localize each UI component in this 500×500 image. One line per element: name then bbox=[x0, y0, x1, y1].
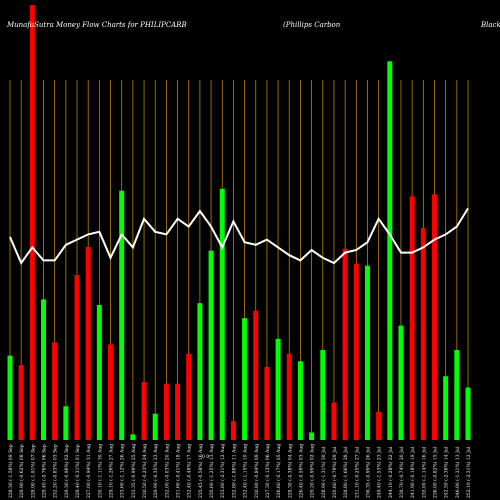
x-tick-label: 230.10 (-1.11%) 30 Aug bbox=[96, 444, 103, 498]
x-tick-label: 242.50 (-2.36%) 14 Jul bbox=[443, 446, 450, 498]
money-flow-bar bbox=[342, 248, 348, 440]
money-flow-bar bbox=[398, 325, 404, 440]
x-tick-label: 233.35 (-0.99%) 25 Aug bbox=[130, 444, 137, 498]
x-tick-label: 232.40 (-1.15%) 10 Aug bbox=[242, 444, 249, 498]
money-flow-bar bbox=[74, 275, 80, 440]
x-tick-label: 231.60 (-0.41%) 18 Aug bbox=[175, 444, 182, 498]
money-flow-bar bbox=[320, 350, 326, 440]
money-flow-bar bbox=[141, 381, 147, 440]
money-flow-bar bbox=[7, 355, 13, 440]
money-flow-bar bbox=[286, 353, 292, 440]
money-flow-bar bbox=[152, 413, 158, 440]
money-flow-bar bbox=[208, 250, 214, 440]
money-flow-bar bbox=[264, 366, 270, 440]
x-tick-label: 228.90 (-1.91%) 07 Sep bbox=[29, 444, 36, 498]
money-flow-bar bbox=[175, 383, 181, 440]
x-tick-label: 233.80 (-2.31%) 12 Aug bbox=[219, 444, 226, 498]
x-tick-label: 241.90 (-0.18%) 19 Jul bbox=[409, 446, 416, 498]
money-flow-bar bbox=[431, 194, 437, 440]
x-tick-label: 230.80 (-0.84%) 09 Aug bbox=[253, 444, 260, 498]
x-tick-label: 229.90 (-0.35%) 23 Aug bbox=[152, 444, 159, 498]
bars bbox=[7, 5, 471, 440]
money-flow-bar bbox=[297, 361, 303, 440]
money-flow-bar bbox=[130, 434, 136, 440]
money-flow-bar bbox=[41, 299, 47, 440]
money-flow-bar bbox=[353, 263, 359, 440]
money-flow-bar bbox=[18, 365, 24, 440]
x-tick-label: 228.80 (-1.66%) 28 Jul bbox=[342, 446, 349, 498]
money-flow-bar bbox=[443, 376, 449, 440]
x-tick-label: 232.80 (-1.88%) 11 Aug bbox=[230, 444, 237, 498]
x-tick-label: 226.60 (-0.17%) 05 Aug bbox=[275, 444, 282, 498]
x-tick-label: 236.00 (-0.82%) 15 Jul bbox=[432, 446, 439, 498]
x-tick-label: 232.40 (-0.48%) 17 Aug bbox=[186, 444, 193, 498]
mid-marker-label: 0 0 bbox=[202, 454, 209, 460]
money-flow-bar bbox=[420, 228, 426, 440]
money-flow-bar bbox=[242, 318, 248, 440]
money-flow-bar bbox=[197, 303, 203, 440]
money-flow-bar bbox=[275, 338, 281, 440]
money-flow-bar bbox=[52, 342, 58, 440]
money-flow-line bbox=[9, 207, 469, 266]
money-flow-bar bbox=[63, 406, 69, 440]
money-flow-bar bbox=[454, 350, 460, 440]
x-tick-label: 252.10 (-2.31%) 12 Jul bbox=[465, 446, 472, 498]
x-tick-label: 227.00 (-0.94%) 31 Aug bbox=[85, 444, 92, 498]
x-tick-label: 230.60 (-0.79%) 29 Jul bbox=[331, 446, 338, 498]
money-flow-bar bbox=[331, 402, 337, 440]
x-tick-label: 230.50 (-0.23%) 24 Aug bbox=[141, 444, 148, 498]
tick-labels: 228.30 (-1.58%) 09 Sep 229.90 (-0.62%) 08… bbox=[7, 444, 472, 498]
x-tick-label: 229.30 (-0.96%) 02 Sep bbox=[63, 444, 70, 498]
money-flow-bar bbox=[409, 196, 415, 440]
money-flow-bar bbox=[96, 305, 102, 440]
x-tick-label: 235.45 (-0.58%) 16 Aug bbox=[197, 444, 204, 498]
money-flow-bar bbox=[186, 353, 192, 440]
chart-title: MunafaSutra Money Flow Charts for PHILIP… bbox=[6, 21, 187, 29]
chart-title-company-cont: Black bbox=[480, 21, 500, 29]
x-tick-label: 229.10 (-1.26%) 27 Aug bbox=[108, 444, 115, 498]
x-tick-label: 228.30 (-1.58%) 09 Sep bbox=[7, 444, 14, 498]
x-tick-label: 228.90 (-1.31%) 30 Jul bbox=[320, 446, 327, 498]
money-flow-bar bbox=[219, 188, 225, 440]
x-tick-label: 229.40 (-0.31%) 01 Sep bbox=[74, 444, 81, 498]
x-tick-label: 232.20 (-0.83%) 03 Sep bbox=[52, 444, 59, 498]
x-tick-label: 230.60 (-1.25%) 13 Aug bbox=[208, 444, 215, 498]
x-tick-label: 249.40 (-1.53%) 23 Jul bbox=[376, 446, 383, 498]
x-tick-label: 236.35 (-0.99%) 26 Jul bbox=[365, 446, 372, 498]
x-tick-label: 231.10 (-0.25%) 27 Jul bbox=[353, 446, 360, 498]
x-tick-label: 226.40 (-0.59%) 03 Aug bbox=[297, 444, 304, 498]
money-flow-bar bbox=[119, 190, 125, 440]
x-tick-label: 227.30 (-0.12%) 06 Aug bbox=[264, 444, 271, 498]
x-tick-label: 238.70 (-0.74%) 20 Jul bbox=[398, 446, 405, 498]
money-flow-bar bbox=[387, 61, 393, 440]
money-flow-bar bbox=[29, 5, 35, 440]
money-flow-bar bbox=[85, 246, 91, 440]
money-flow-bar bbox=[253, 310, 259, 440]
chart-title-company: (Phillips Carbon bbox=[283, 21, 341, 29]
money-flow-bar bbox=[230, 421, 236, 440]
money-flow-bar bbox=[163, 383, 169, 440]
x-tick-label: 232.00 (-0.03%) 20 Aug bbox=[163, 444, 170, 498]
x-tick-label: 233.60 (-1.12%) 26 Aug bbox=[119, 444, 126, 498]
money-flow-bar bbox=[309, 432, 315, 440]
x-tick-label: 246.90 (-1.31%) 13 Jul bbox=[454, 446, 461, 498]
x-tick-label: 229.20 (-0.99%) 02 Aug bbox=[309, 444, 316, 498]
x-tick-label: 228.30 (-0.38%) 04 Aug bbox=[286, 444, 293, 498]
money-flow-bar bbox=[465, 387, 471, 440]
x-tick-label: 244.10 (-0.28%) 22 Jul bbox=[387, 446, 394, 498]
money-flow-bar bbox=[376, 411, 382, 440]
money-flow-bar bbox=[364, 265, 370, 440]
x-tick-label: 229.40 (-0.76%) 06 Sep bbox=[41, 444, 48, 498]
x-tick-label: 235.00 (-1.14%) 16 Jul bbox=[420, 446, 427, 498]
x-tick-label: 229.90 (-0.62%) 08 Sep bbox=[18, 444, 25, 498]
money-flow-bar bbox=[108, 344, 114, 440]
